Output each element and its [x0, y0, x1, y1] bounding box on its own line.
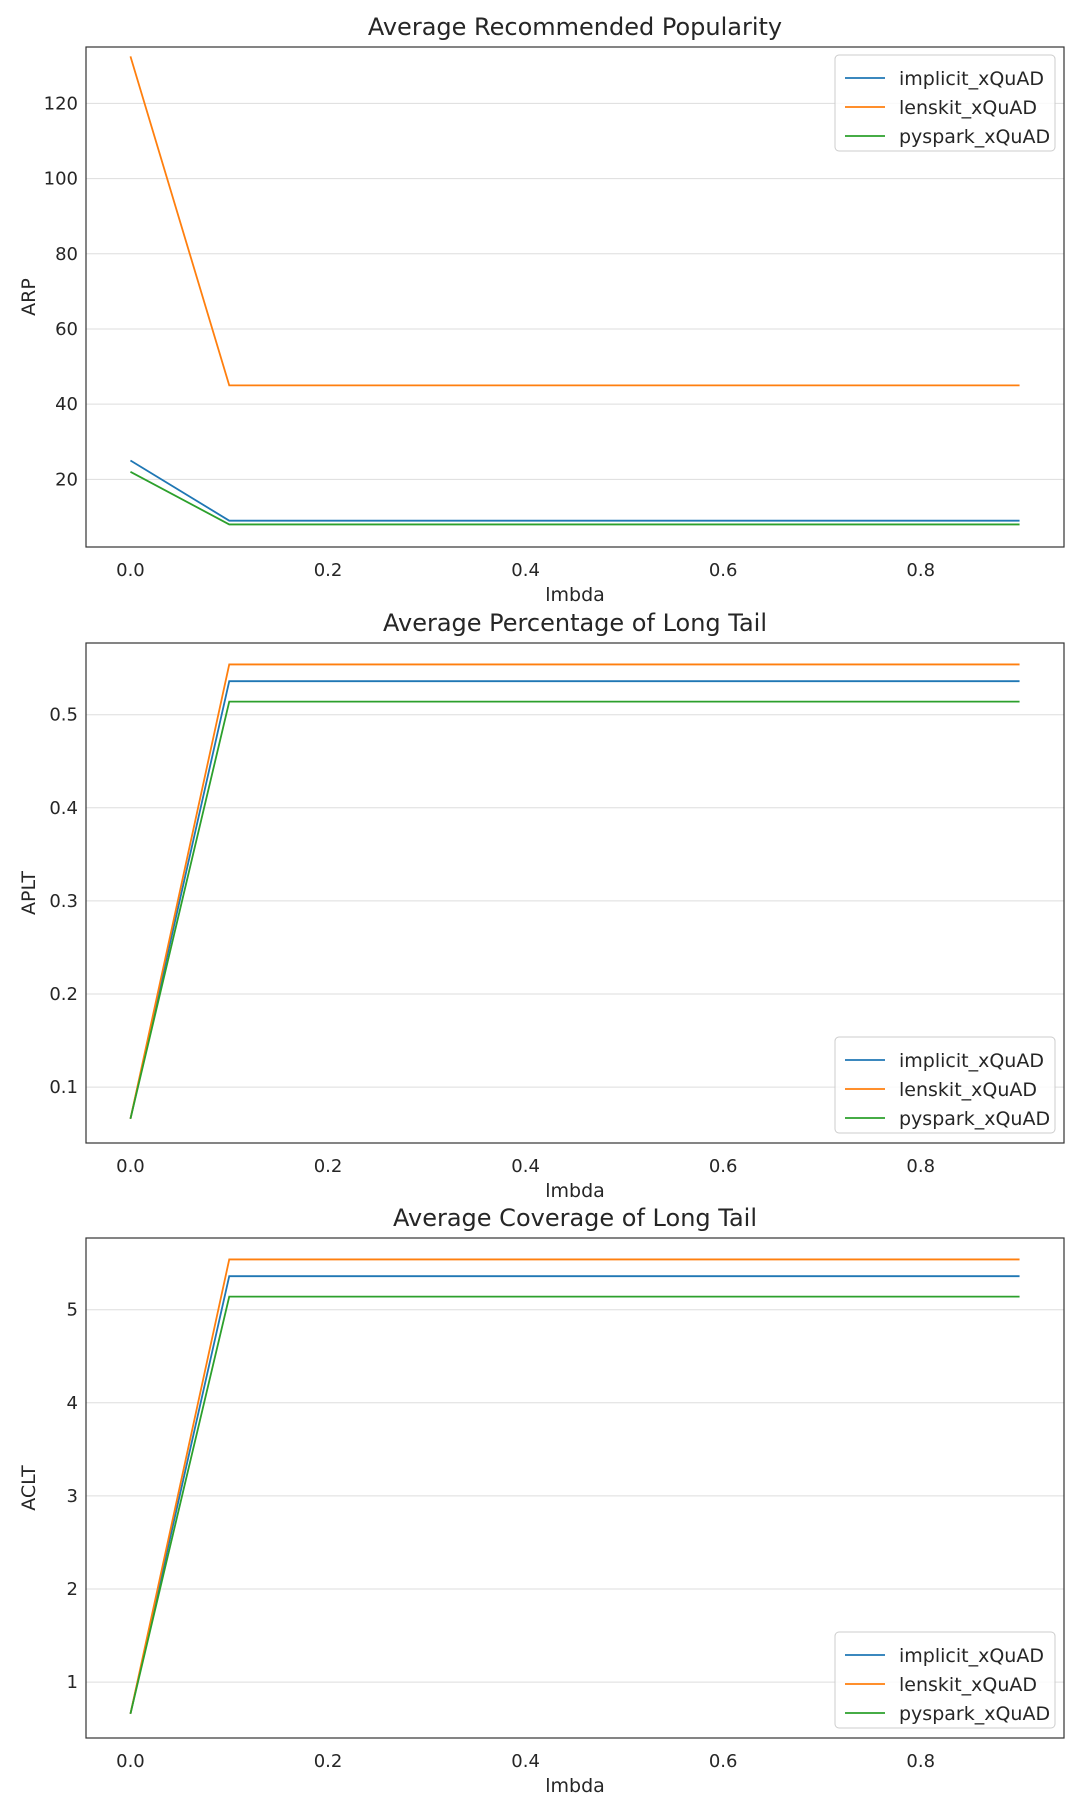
y-tick-label: 0.5 [49, 705, 78, 726]
legend: implicit_xQuAD lenskit_xQuAD pyspark_xQuAD [834, 1631, 1056, 1729]
y-tick-label: 60 [55, 319, 78, 340]
legend-label: pyspark_xQuAD [899, 1703, 1050, 1725]
chart-panel-3: Average Coverage of Long Tail 1 2 3 4 5 0.0 0.2… [18, 1204, 1065, 1797]
series-line-pyspark-xquad [130, 471, 1020, 526]
x-tick-label: 0.0 [116, 560, 145, 581]
x-tick-label: 0.4 [511, 1156, 540, 1177]
y-tick-label: 0.2 [49, 984, 78, 1005]
y-tick-label: 20 [55, 469, 78, 490]
series-line-lenskit-xquad [129, 56, 1020, 387]
x-tick-label: 0.8 [906, 1156, 935, 1177]
legend-box [834, 54, 1056, 152]
x-tick-label: 0.2 [314, 560, 343, 581]
legend-box [834, 1631, 1056, 1729]
chart-title: Average Coverage of Long Tail [393, 1204, 757, 1232]
series-line-lenskit-xquad [129, 663, 1020, 1119]
plot-frame [85, 1237, 1065, 1739]
y-axis-label: ACLT [18, 1465, 40, 1511]
x-axis-label: lmbda [545, 1775, 605, 1797]
x-tick-label: 0.6 [709, 560, 738, 581]
y-tick-label: 1 [67, 1672, 78, 1693]
chart-panel-2: Average Percentage of Long Tail 0.1 0.2 0.3… [18, 609, 1065, 1202]
x-tick-label: 0.2 [314, 1751, 343, 1772]
series-line-pyspark-xquad [129, 1295, 1020, 1714]
plot-frame [85, 46, 1065, 548]
x-tick-label: 0.0 [116, 1751, 145, 1772]
y-axis-label: ARP [18, 278, 40, 316]
y-tick-label: 120 [44, 93, 78, 114]
y-tick-label: 0.1 [49, 1077, 78, 1098]
series-line-pyspark-xquad [129, 700, 1020, 1119]
y-tick-label: 80 [55, 244, 78, 265]
y-tick-label: 40 [55, 394, 78, 415]
legend: implicit_xQuAD lenskit_xQuAD pyspark_xQuAD [834, 54, 1056, 152]
y-axis-label: APLT [18, 871, 40, 915]
y-tick-label: 5 [67, 1300, 78, 1321]
chart-panel-1: Average Recommended Popularity 20 40 60 80 10… [18, 13, 1065, 606]
x-axis-label: lmbda [545, 1180, 605, 1202]
x-tick-label: 0.4 [511, 560, 540, 581]
legend-label: implicit_xQuAD [899, 1050, 1044, 1072]
y-tick-label: 2 [67, 1579, 78, 1600]
x-tick-label: 0.2 [314, 1156, 343, 1177]
chart-title: Average Percentage of Long Tail [383, 609, 767, 637]
x-tick-label: 0.6 [709, 1156, 738, 1177]
legend-label: implicit_xQuAD [899, 68, 1044, 90]
x-tick-label: 0.0 [116, 1156, 145, 1177]
y-tick-label: 4 [67, 1393, 78, 1414]
legend-label: lenskit_xQuAD [899, 97, 1037, 119]
y-tick-label: 3 [67, 1486, 78, 1507]
chart-title: Average Recommended Popularity [368, 13, 782, 41]
y-tick-label: 100 [44, 169, 78, 190]
legend-box [834, 1036, 1056, 1134]
plot-frame [85, 642, 1065, 1144]
series-line-implicit-xquad [129, 459, 1020, 522]
y-tick-label: 0.3 [49, 891, 78, 912]
series-line-implicit-xquad [129, 1275, 1020, 1714]
legend-label: pyspark_xQuAD [899, 1108, 1050, 1130]
x-tick-label: 0.4 [511, 1751, 540, 1772]
x-tick-label: 0.6 [709, 1751, 738, 1772]
x-tick-label: 0.8 [906, 560, 935, 581]
x-axis-label: lmbda [545, 584, 605, 606]
x-tick-label: 0.8 [906, 1751, 935, 1772]
y-tick-label: 0.4 [49, 798, 78, 819]
series-line-implicit-xquad [129, 680, 1020, 1119]
series-line-lenskit-xquad [129, 1258, 1020, 1714]
legend-label: pyspark_xQuAD [899, 126, 1050, 148]
legend: implicit_xQuAD lenskit_xQuAD pyspark_xQuAD [834, 1036, 1056, 1134]
legend-label: implicit_xQuAD [899, 1645, 1044, 1667]
legend-label: lenskit_xQuAD [899, 1674, 1037, 1696]
legend-label: lenskit_xQuAD [899, 1079, 1037, 1101]
